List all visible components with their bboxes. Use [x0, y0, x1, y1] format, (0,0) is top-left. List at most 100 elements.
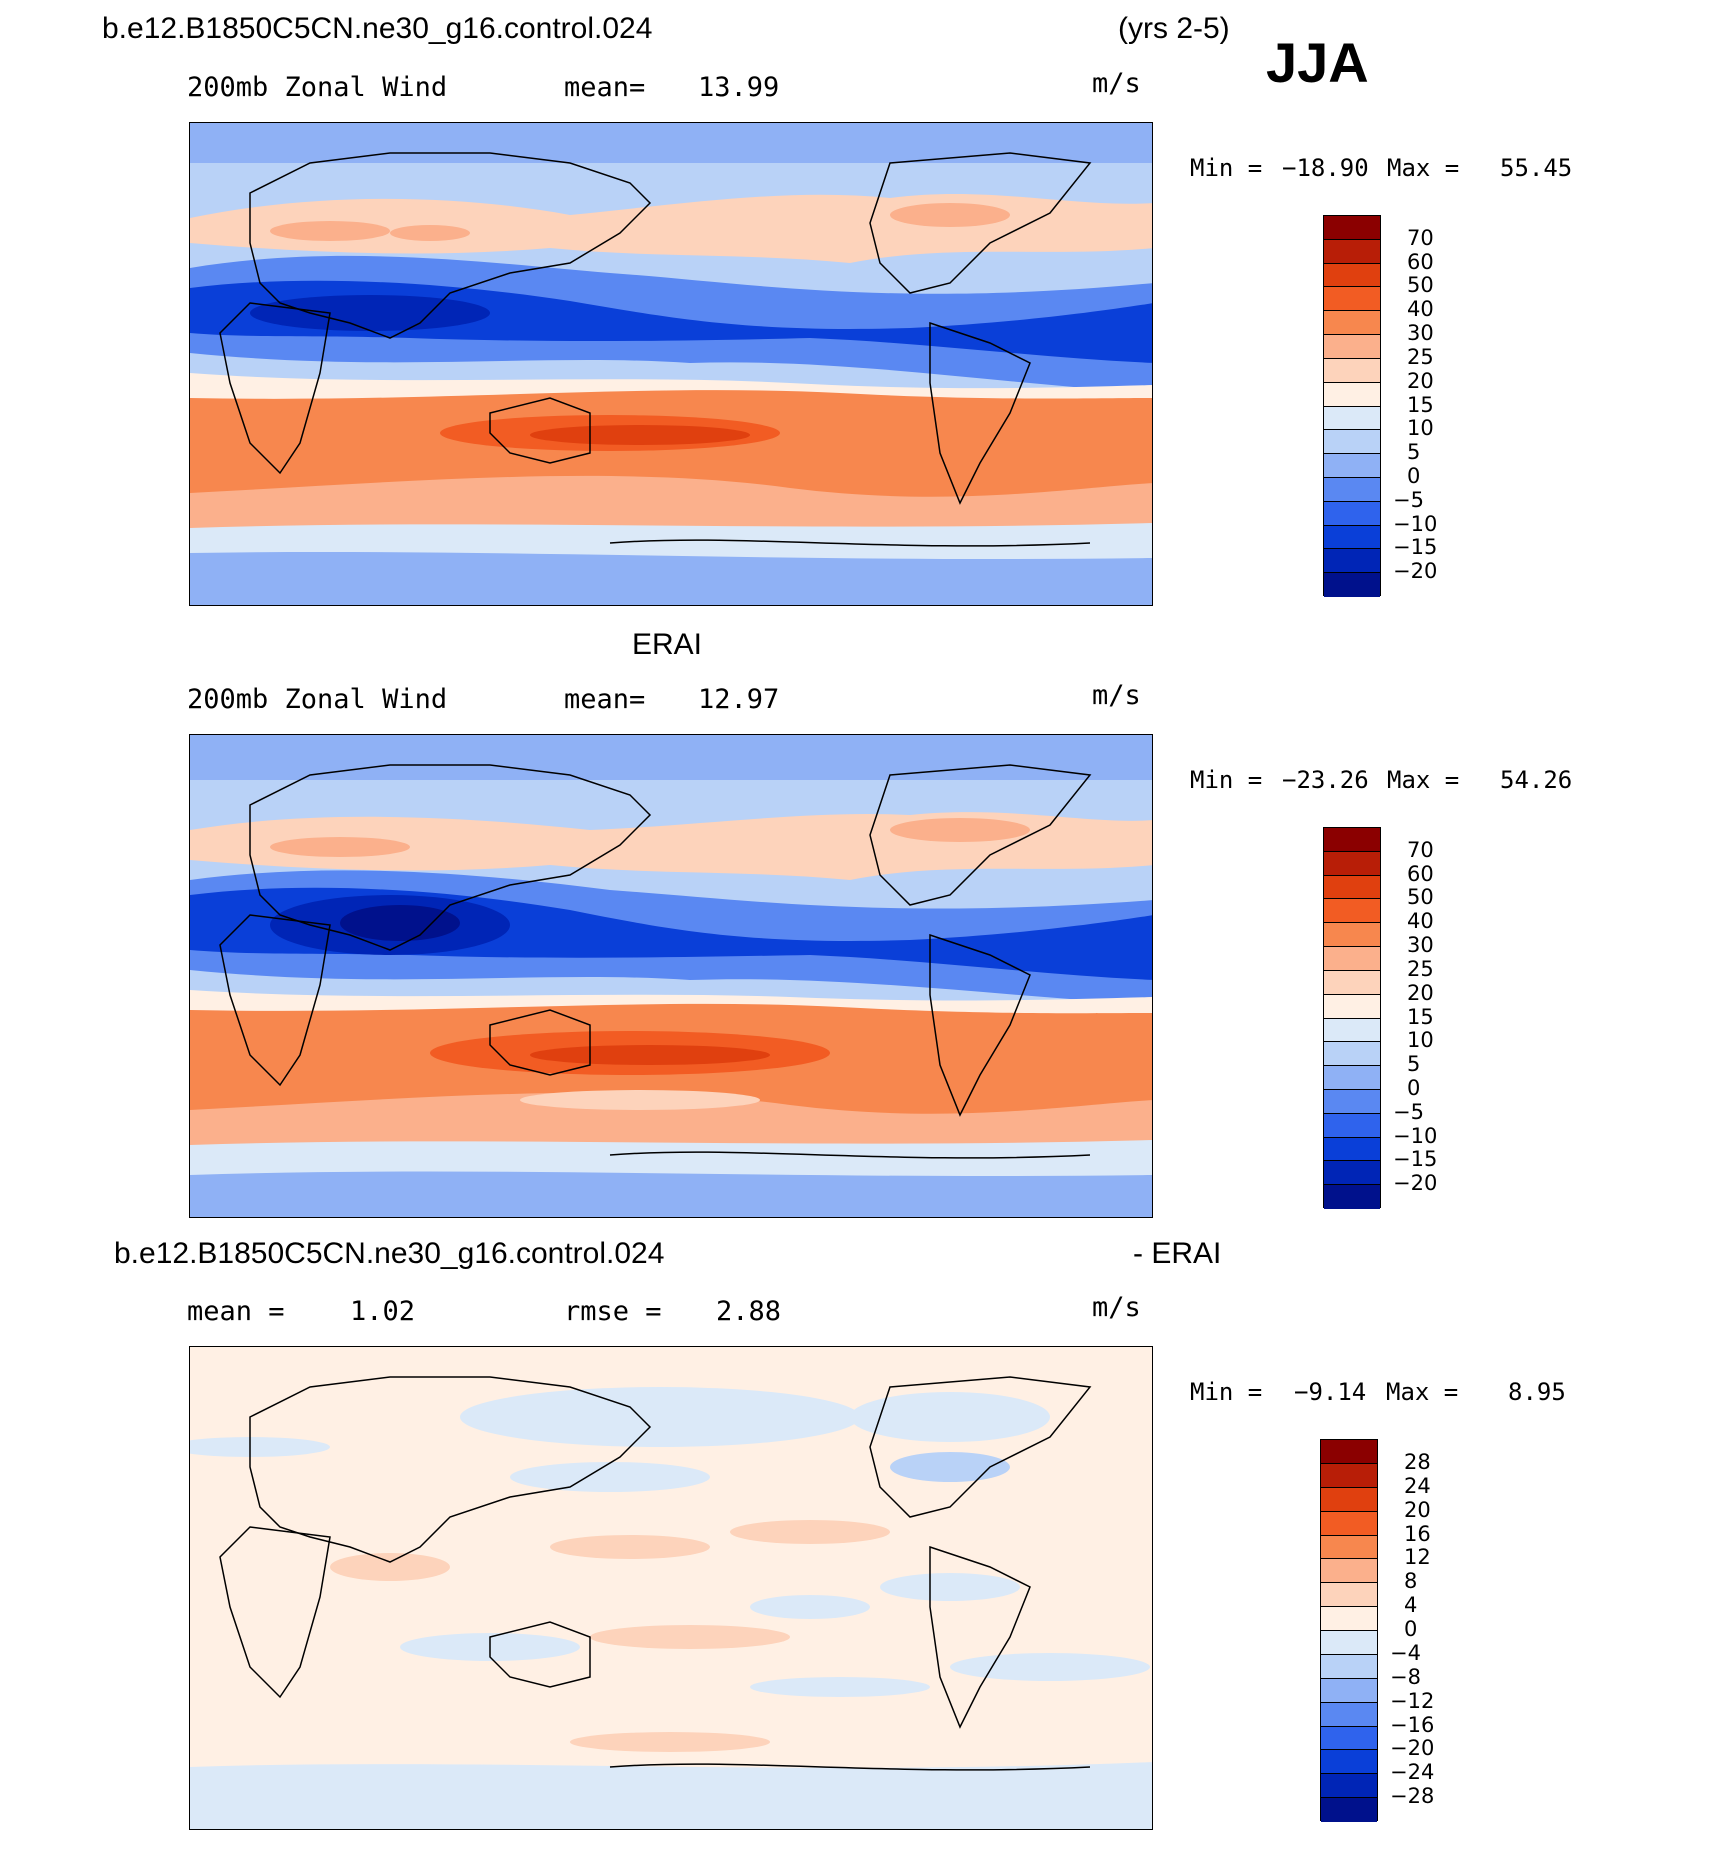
colorbar-segment — [1324, 430, 1380, 455]
panel1-mean-label: mean= — [564, 72, 646, 103]
colorbar-tick-label: −20 — [1393, 1171, 1438, 1196]
colorbar-segment — [1324, 1161, 1380, 1186]
panel2-variable: 200mb Zonal Wind — [187, 684, 448, 715]
colorbar-tick-label: 40 — [1407, 297, 1434, 322]
panel3-title-right: - ERAI — [1133, 1237, 1222, 1270]
season-label: JJA — [1266, 31, 1369, 94]
colorbar-tick-label: −12 — [1390, 1688, 1435, 1713]
colorbar-tick-label: 25 — [1407, 956, 1434, 981]
colorbar-segment — [1324, 994, 1380, 1019]
colorbar-tick-label: −15 — [1393, 1147, 1438, 1172]
panel2-mean-value: 12.97 — [698, 684, 780, 715]
colorbar-tick-label: −5 — [1393, 1099, 1424, 1124]
panel3-title-left: b.e12.B1850C5CN.ne30_g16.control.024 — [114, 1237, 665, 1270]
panel2-units: m/s — [1092, 680, 1141, 711]
colorbar-segment — [1324, 1089, 1380, 1114]
colorbar-segment — [1324, 501, 1380, 526]
colorbar-tick-label: 40 — [1407, 909, 1434, 934]
panel2-colorbar-boxes — [1323, 827, 1381, 1209]
case-title: b.e12.B1850C5CN.ne30_g16.control.024 — [102, 12, 653, 45]
panel3-map — [189, 1346, 1153, 1830]
panel3-max-value: 8.95 — [1508, 1378, 1566, 1406]
colorbar-tick-label: 70 — [1407, 837, 1434, 862]
colorbar-segment — [1324, 1113, 1380, 1138]
panel3-max-label: Max = — [1386, 1378, 1459, 1406]
panel1-max-label: Max = — [1387, 154, 1460, 182]
colorbar-segment — [1324, 828, 1380, 852]
panel3-mean-value: 1.02 — [350, 1296, 416, 1327]
colorbar-segment — [1321, 1750, 1377, 1775]
colorbar-tick-label: 20 — [1407, 368, 1434, 393]
panel3-rmse-value: 2.88 — [716, 1296, 782, 1327]
panel2-mean-label: mean= — [564, 684, 646, 715]
colorbar-segment — [1324, 239, 1380, 264]
colorbar-segment — [1324, 382, 1380, 407]
colorbar-tick-label: −8 — [1390, 1664, 1421, 1689]
colorbar-segment — [1321, 1774, 1377, 1799]
colorbar-tick-label: 50 — [1407, 885, 1434, 910]
panel3-rmse-label: rmse = — [564, 1296, 662, 1327]
colorbar-segment — [1324, 335, 1380, 359]
colorbar-segment — [1321, 1726, 1377, 1751]
colorbar-tick-label: 0 — [1407, 463, 1421, 488]
colorbar-tick-label: 25 — [1407, 344, 1434, 369]
colorbar-tick-label: 24 — [1404, 1473, 1431, 1498]
panel3-units: m/s — [1092, 1292, 1141, 1323]
colorbar-segment — [1324, 1042, 1380, 1067]
colorbar-segment — [1324, 1018, 1380, 1043]
colorbar-segment — [1324, 549, 1380, 574]
colorbar-tick-label: 8 — [1404, 1569, 1418, 1594]
colorbar-tick-label: −15 — [1393, 535, 1438, 560]
colorbar-tick-label: 15 — [1407, 392, 1434, 417]
panel1-min-value: −18.90 — [1282, 154, 1369, 182]
panel1-max-value: 55.45 — [1500, 154, 1573, 182]
colorbar-tick-label: −24 — [1390, 1760, 1435, 1785]
colorbar-tick-label: 16 — [1404, 1521, 1431, 1546]
panel2-max-value: 54.26 — [1500, 766, 1573, 794]
colorbar-tick-label: 30 — [1407, 321, 1434, 346]
colorbar-segment — [1324, 875, 1380, 900]
colorbar-segment — [1324, 1066, 1380, 1090]
colorbar-tick-label: 4 — [1404, 1593, 1418, 1618]
colorbar-segment — [1324, 358, 1380, 383]
panel2-title: ERAI — [632, 628, 703, 661]
colorbar-segment — [1321, 1702, 1377, 1727]
colorbar-segment — [1321, 1654, 1377, 1679]
colorbar-segment — [1324, 970, 1380, 995]
panel1-units: m/s — [1092, 68, 1141, 99]
colorbar-tick-label: −20 — [1390, 1736, 1435, 1761]
colorbar-tick-label: −28 — [1390, 1784, 1435, 1809]
colorbar-tick-label: 28 — [1404, 1449, 1431, 1474]
colorbar-segment — [1324, 477, 1380, 502]
colorbar-tick-label: 60 — [1407, 249, 1434, 274]
colorbar-segment — [1324, 406, 1380, 431]
colorbar-segment — [1321, 1678, 1377, 1703]
colorbar-tick-label: 10 — [1407, 416, 1434, 441]
colorbar-segment — [1324, 311, 1380, 336]
colorbar-tick-label: 70 — [1407, 225, 1434, 250]
colorbar-segment — [1321, 1463, 1377, 1488]
colorbar-segment — [1321, 1511, 1377, 1536]
colorbar-tick-label: 0 — [1404, 1617, 1418, 1641]
panel1-map — [189, 122, 1153, 606]
colorbar-tick-label: 5 — [1407, 1052, 1421, 1077]
colorbar-tick-label: 15 — [1407, 1004, 1434, 1029]
colorbar-segment — [1324, 1137, 1380, 1162]
colorbar-segment — [1324, 573, 1380, 597]
panel1-variable: 200mb Zonal Wind — [187, 72, 448, 103]
colorbar-segment — [1324, 1185, 1380, 1209]
colorbar-tick-label: 12 — [1404, 1545, 1431, 1570]
colorbar-tick-label: −10 — [1393, 1123, 1438, 1148]
colorbar-segment — [1324, 851, 1380, 876]
colorbar-segment — [1324, 525, 1380, 550]
colorbar-segment — [1324, 899, 1380, 924]
colorbar-tick-label: 30 — [1407, 933, 1434, 958]
panel2-min-value: −23.26 — [1282, 766, 1369, 794]
years-label: (yrs 2-5) — [1118, 12, 1230, 45]
colorbar-tick-label: 10 — [1407, 1028, 1434, 1053]
colorbar-segment — [1321, 1583, 1377, 1608]
colorbar-segment — [1321, 1535, 1377, 1560]
panel2-min-label: Min = — [1190, 766, 1263, 794]
colorbar-tick-label: −5 — [1393, 487, 1424, 512]
colorbar-segment — [1324, 216, 1380, 240]
